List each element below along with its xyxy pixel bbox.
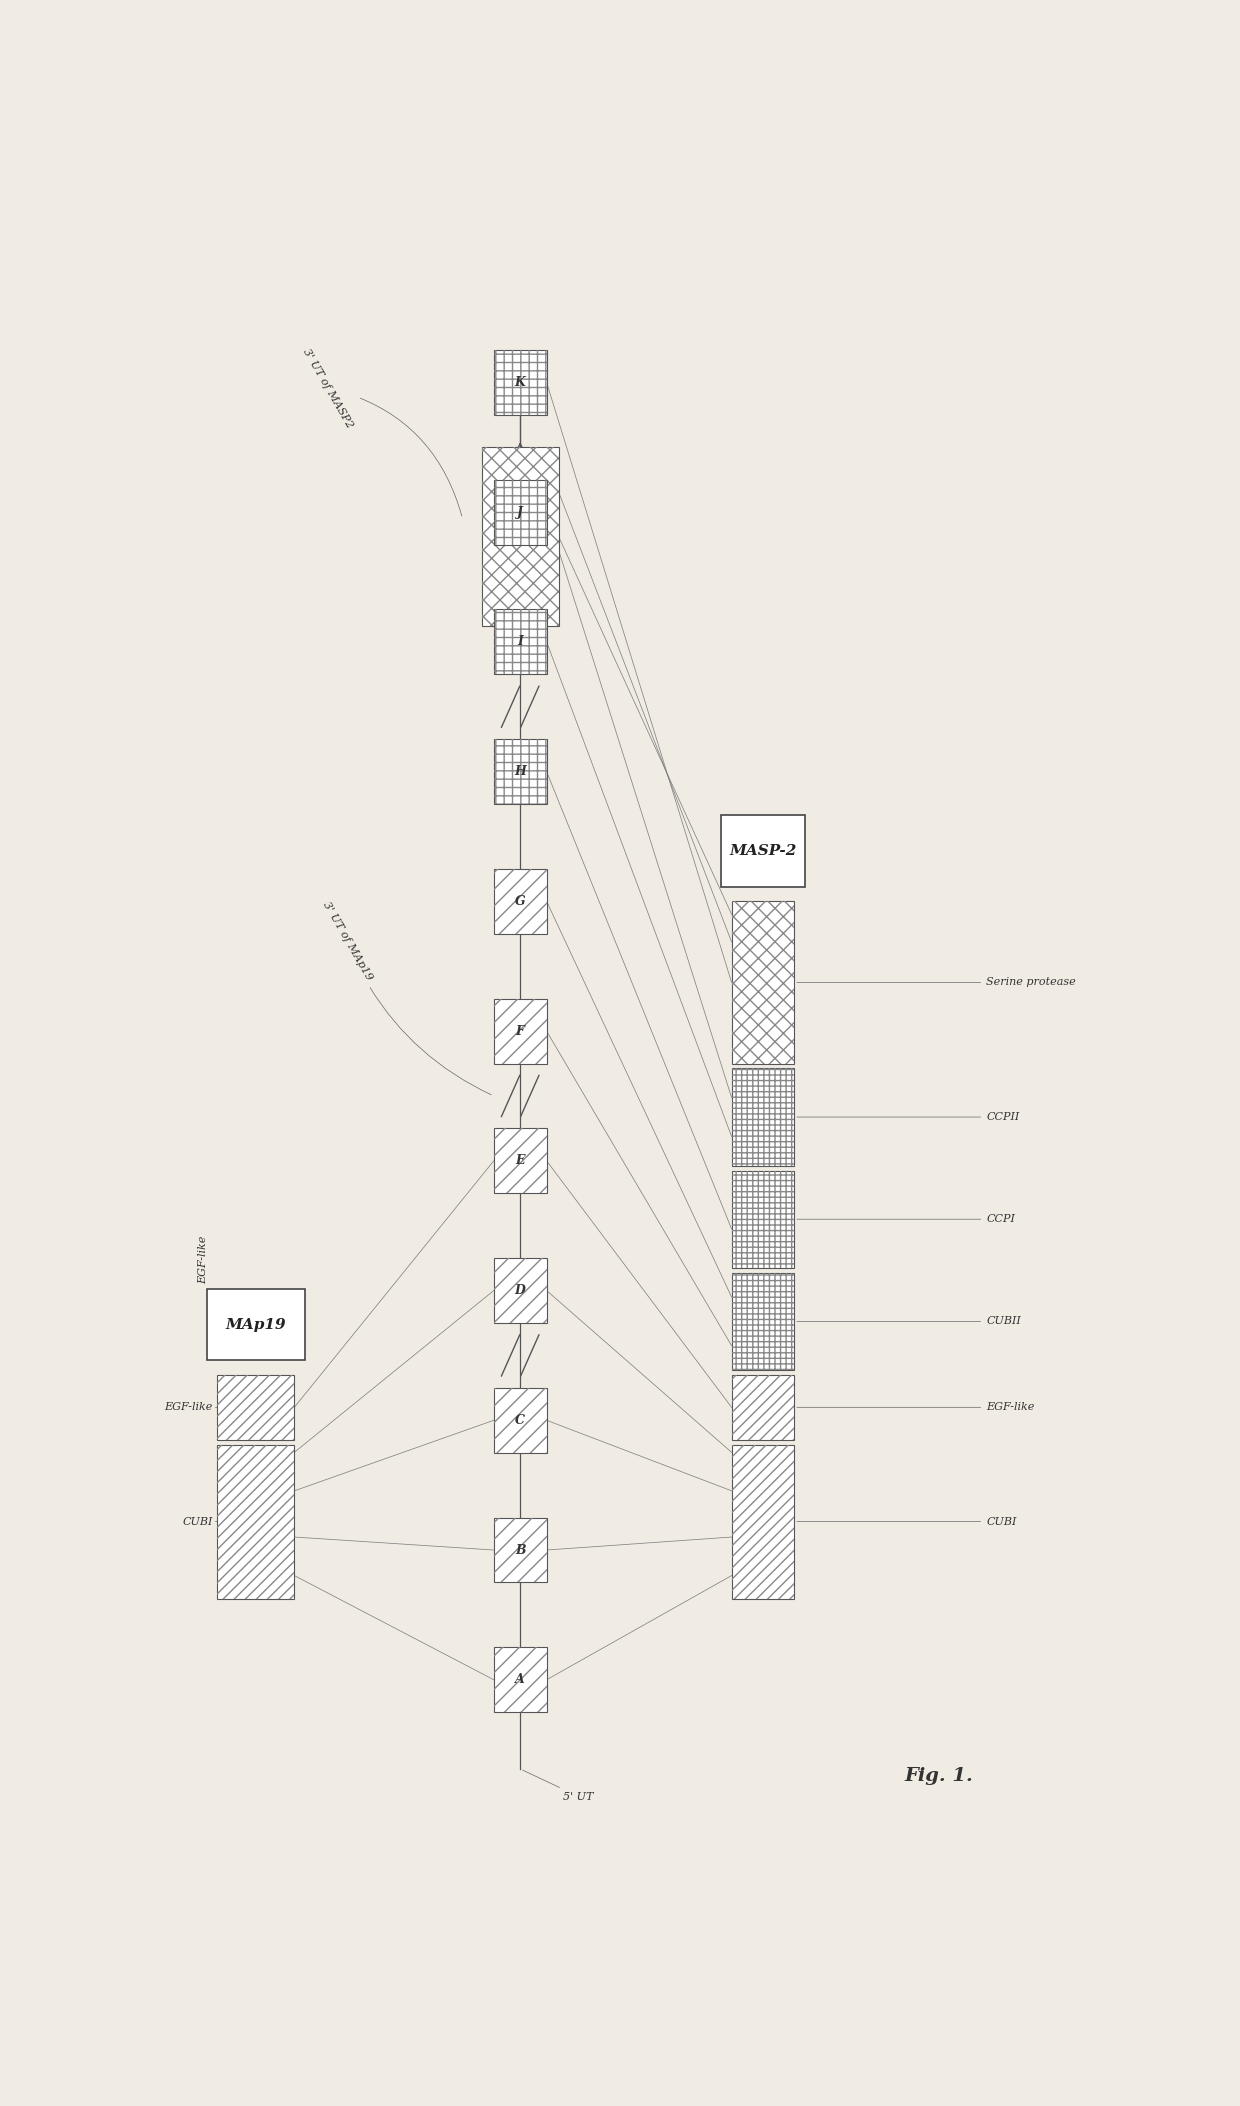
Text: J: J <box>517 505 523 518</box>
Bar <box>732 1272 794 1371</box>
Bar <box>494 480 547 545</box>
Bar <box>732 1068 794 1167</box>
Bar <box>494 739 547 804</box>
Bar <box>732 1171 794 1268</box>
Bar <box>494 1647 547 1712</box>
Bar <box>481 446 558 625</box>
Bar <box>494 1647 547 1712</box>
Bar <box>494 1388 547 1453</box>
Bar <box>217 1445 294 1598</box>
Text: A: A <box>516 1674 525 1687</box>
Text: F: F <box>516 1026 525 1038</box>
Text: MASP-2: MASP-2 <box>729 845 796 857</box>
FancyBboxPatch shape <box>720 815 805 887</box>
FancyBboxPatch shape <box>207 1289 305 1360</box>
Bar <box>494 350 547 415</box>
Bar <box>732 1171 794 1268</box>
Text: CUBII: CUBII <box>797 1316 1021 1327</box>
Bar <box>494 1518 547 1582</box>
Text: CCPI: CCPI <box>797 1215 1016 1224</box>
Bar <box>732 1375 794 1441</box>
Text: D: D <box>515 1285 526 1297</box>
Bar <box>494 609 547 674</box>
Bar <box>481 446 558 625</box>
Bar <box>217 1375 294 1441</box>
Text: 5' UT: 5' UT <box>523 1771 594 1801</box>
Text: B: B <box>515 1544 526 1556</box>
Text: G: G <box>515 895 526 908</box>
Text: MAp19: MAp19 <box>226 1318 286 1331</box>
Bar <box>494 1518 547 1582</box>
Bar <box>732 1445 794 1598</box>
Text: C: C <box>515 1413 526 1426</box>
Bar <box>494 870 547 933</box>
Bar <box>494 1257 547 1323</box>
Text: 3' UT of MAp19: 3' UT of MAp19 <box>321 901 491 1095</box>
Bar <box>494 998 547 1064</box>
Text: 3' UT of MASP2: 3' UT of MASP2 <box>301 347 461 516</box>
Text: CUBI: CUBI <box>182 1516 217 1527</box>
Text: K: K <box>515 377 526 390</box>
Text: E: E <box>516 1154 525 1167</box>
Text: H: H <box>515 764 526 777</box>
Bar <box>494 998 547 1064</box>
Bar <box>494 609 547 674</box>
Bar <box>732 901 794 1064</box>
Bar <box>494 1129 547 1194</box>
Text: CUBI: CUBI <box>797 1516 1017 1527</box>
Bar <box>494 1257 547 1323</box>
Bar <box>217 1375 294 1441</box>
Text: I: I <box>517 636 523 649</box>
Bar <box>494 739 547 804</box>
Bar <box>732 1445 794 1598</box>
Bar <box>732 1068 794 1167</box>
Text: Serine protease: Serine protease <box>797 977 1076 988</box>
Bar <box>494 1129 547 1194</box>
Bar <box>494 480 547 545</box>
Bar <box>494 1388 547 1453</box>
Text: EGF-like: EGF-like <box>198 1236 208 1285</box>
Bar <box>217 1445 294 1598</box>
Text: EGF-like: EGF-like <box>797 1403 1034 1413</box>
Text: Fig. 1.: Fig. 1. <box>905 1767 973 1786</box>
Bar <box>732 1375 794 1441</box>
Bar <box>494 870 547 933</box>
Bar <box>732 901 794 1064</box>
Text: CCPII: CCPII <box>797 1112 1019 1122</box>
Bar <box>494 350 547 415</box>
Text: EGF-like: EGF-like <box>164 1403 217 1413</box>
Bar <box>732 1272 794 1371</box>
